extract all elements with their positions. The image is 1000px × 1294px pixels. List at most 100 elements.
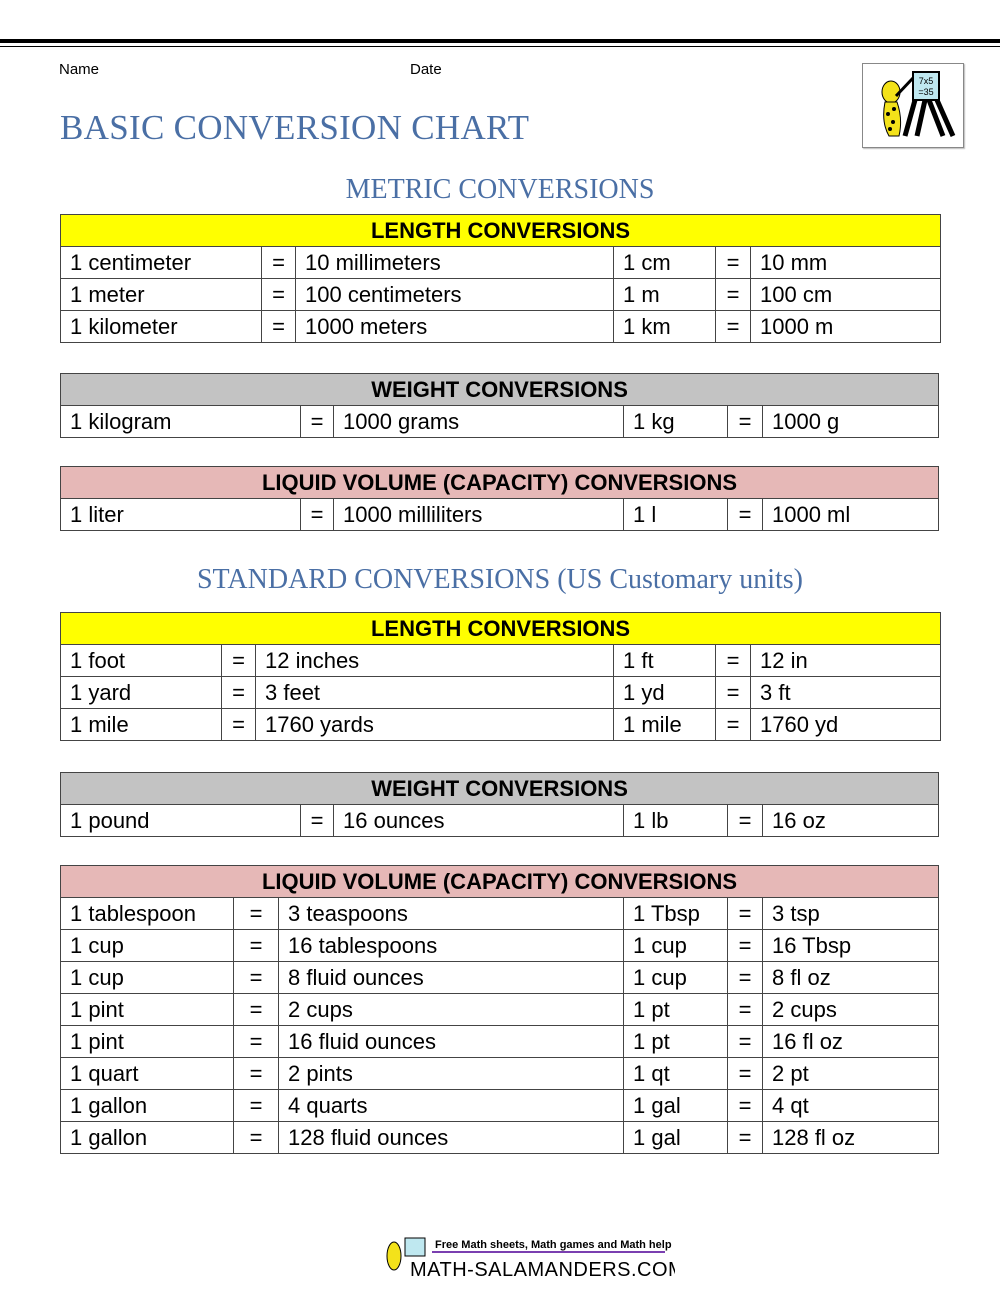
equals-sign: =: [233, 1089, 279, 1122]
weight-conversions-table: WEIGHT CONVERSIONS 1 pound = 16 ounces 1 lb =…: [59, 772, 940, 837]
equals-sign: =: [727, 897, 763, 930]
unit-name: 1 cup: [60, 929, 234, 962]
equivalent-abbrev: 100 cm: [749, 278, 942, 311]
unit-abbrev: 1 pt: [623, 993, 728, 1026]
equals-sign: =: [727, 498, 763, 531]
unit-name: 1 liter: [60, 498, 301, 531]
unit-name: 1 meter: [60, 278, 262, 311]
liquid-conversions-table: LIQUID VOLUME (CAPACITY) CONVERSIONS 1 ta…: [60, 865, 939, 1154]
equivalent-name: 3 teaspoons: [278, 897, 624, 930]
svg-text:=35: =35: [918, 87, 933, 97]
table-row: 1 pound = 16 ounces 1 lb = 16 oz: [60, 804, 940, 837]
equals-sign: =: [715, 278, 751, 311]
section-title-standard: STANDARD CONVERSIONS (US Customary units…: [196, 564, 804, 595]
unit-abbrev: 1 qt: [623, 1057, 728, 1090]
equals-sign: =: [715, 644, 751, 677]
equivalent-abbrev: 8 fl oz: [762, 961, 939, 994]
table-row: 1 pint = 16 fluid ounces 1 pt = 16 fl oz: [60, 1025, 939, 1058]
weight-conversions-table: WEIGHT CONVERSIONS 1 kilogram = 1000 grams 1…: [59, 373, 940, 438]
unit-name: 1 quart: [60, 1057, 234, 1090]
equals-sign: =: [715, 676, 751, 709]
unit-abbrev: 1 l: [623, 498, 728, 531]
equivalent-name: 1000 grams: [333, 405, 624, 438]
unit-name: 1 gallon: [60, 1121, 234, 1154]
equals-sign: =: [715, 708, 751, 741]
equivalent-name: 8 fluid ounces: [278, 961, 624, 994]
top-rule: [0, 39, 1000, 43]
equals-sign: =: [221, 644, 256, 677]
equivalent-name: 1760 yards: [255, 708, 614, 741]
equals-sign: =: [715, 310, 751, 343]
unit-name: 1 tablespoon: [60, 897, 234, 930]
equals-sign: =: [233, 1025, 279, 1058]
equivalent-name: 16 fluid ounces: [278, 1025, 624, 1058]
table-header: LIQUID VOLUME (CAPACITY) CONVERSIONS: [60, 865, 939, 898]
equivalent-name: 10 millimeters: [295, 246, 614, 279]
equals-sign: =: [727, 993, 763, 1026]
equivalent-abbrev: 2 pt: [762, 1057, 939, 1090]
equivalent-abbrev: 1000 ml: [762, 498, 939, 531]
svg-text:7x5: 7x5: [919, 76, 934, 86]
equivalent-abbrev: 16 Tbsp: [762, 929, 939, 962]
equals-sign: =: [233, 897, 279, 930]
equivalent-name: 1000 milliliters: [333, 498, 624, 531]
equals-sign: =: [727, 961, 763, 994]
table-row: 1 kilogram = 1000 grams 1 kg = 1000 g: [60, 405, 940, 438]
equivalent-abbrev: 1000 g: [761, 405, 940, 438]
unit-abbrev: 1 cup: [623, 929, 728, 962]
equals-sign: =: [727, 1121, 763, 1154]
unit-name: 1 pint: [60, 993, 234, 1026]
unit-name: 1 mile: [60, 708, 222, 741]
equals-sign: =: [727, 1089, 763, 1122]
equals-sign: =: [300, 804, 334, 837]
table-row: 1 cup = 16 tablespoons 1 cup = 16 Tbsp: [60, 929, 939, 962]
equivalent-abbrev: 10 mm: [749, 246, 942, 279]
equivalent-abbrev: 16 fl oz: [762, 1025, 939, 1058]
table-row: 1 mile = 1760 yards 1 mile = 1760 yd: [60, 708, 942, 741]
footer-tagline: Free Math sheets, Math games and Math he…: [435, 1239, 672, 1251]
unit-name: 1 foot: [60, 644, 222, 677]
unit-abbrev: 1 kg: [623, 405, 728, 438]
table-row: 1 meter = 100 centimeters 1 m = 100 cm: [60, 278, 942, 311]
equals-sign: =: [233, 1121, 279, 1154]
equivalent-abbrev: 2 cups: [762, 993, 939, 1026]
equivalent-abbrev: 4 qt: [762, 1089, 939, 1122]
equals-sign: =: [221, 676, 256, 709]
date-label: Date: [410, 61, 442, 78]
unit-abbrev: 1 ft: [613, 644, 716, 677]
equals-sign: =: [727, 1025, 763, 1058]
unit-name: 1 cup: [60, 961, 234, 994]
equals-sign: =: [233, 961, 279, 994]
length-conversions-table: LENGTH CONVERSIONS 1 foot = 12 inches 1 ft = 1…: [59, 612, 942, 741]
equivalent-name: 4 quarts: [278, 1089, 624, 1122]
table-header: WEIGHT CONVERSIONS: [59, 373, 940, 406]
unit-abbrev: 1 mile: [613, 708, 716, 741]
equivalent-abbrev: 16 oz: [761, 804, 940, 837]
equals-sign: =: [233, 1057, 279, 1090]
table-row: 1 pint = 2 cups 1 pt = 2 cups: [60, 993, 939, 1026]
table-row: 1 centimeter = 10 millimeters 1 cm = 10 mm: [60, 246, 942, 279]
unit-name: 1 yard: [60, 676, 222, 709]
equivalent-name: 12 inches: [255, 644, 614, 677]
unit-abbrev: 1 cup: [623, 961, 728, 994]
equivalent-name: 16 tablespoons: [278, 929, 624, 962]
table-row: 1 yard = 3 feet 1 yd = 3 ft: [60, 676, 942, 709]
equals-sign: =: [233, 993, 279, 1026]
table-header: LIQUID VOLUME (CAPACITY) CONVERSIONS: [60, 466, 939, 499]
unit-name: 1 pint: [60, 1025, 234, 1058]
unit-name: 1 kilometer: [60, 310, 262, 343]
table-row: 1 tablespoon = 3 teaspoons 1 Tbsp = 3 tsp: [60, 897, 939, 930]
unit-abbrev: 1 yd: [613, 676, 716, 709]
equivalent-abbrev: 1000 m: [749, 310, 942, 343]
equivalent-name: 2 pints: [278, 1057, 624, 1090]
unit-abbrev: 1 gal: [623, 1089, 728, 1122]
equivalent-name: 16 ounces: [333, 804, 624, 837]
table-row: 1 gallon = 4 quarts 1 gal = 4 qt: [60, 1089, 939, 1122]
unit-abbrev: 1 lb: [623, 804, 728, 837]
unit-name: 1 gallon: [60, 1089, 234, 1122]
footer-site: MATH-SALAMANDERS.COM: [410, 1259, 675, 1281]
table-header: WEIGHT CONVERSIONS: [59, 772, 940, 805]
unit-abbrev: 1 gal: [623, 1121, 728, 1154]
equivalent-name: 2 cups: [278, 993, 624, 1026]
